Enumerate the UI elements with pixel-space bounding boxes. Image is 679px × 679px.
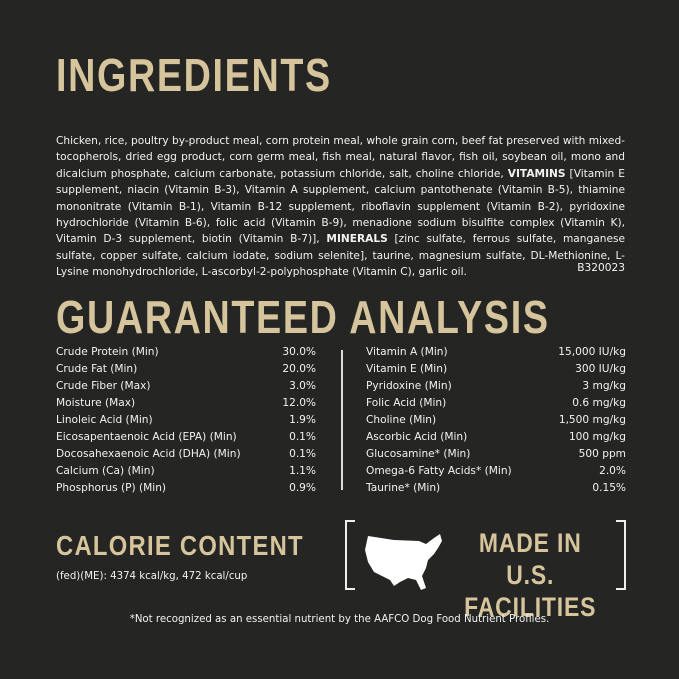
analysis-right-column: Vitamin A (Min) 15,000 IU/kg Vitamin E (Mi… [366,344,626,497]
ingredients-part: [zinc sulfate, ferrous sulfate, manganes… [56,233,626,279]
nutrient-label: Glucosamine* (Min) [366,448,471,460]
nutrient-label: Pyridoxine (Min) [366,380,452,392]
nutrient-label: Folic Acid (Min) [366,397,447,409]
calorie-text: (fed)(ME): 4374 kcal/kg, 472 kcal/cup [56,571,248,582]
nutrient-value: 12.0% [282,397,316,409]
analysis-row: Folic Acid (Min) 0.6 mg/kg [366,395,626,412]
footnote: *Not recognized as an essential nutrient… [129,614,550,625]
nutrient-label: Vitamin E (Min) [366,363,448,375]
nutrient-value: 0.15% [592,482,626,494]
nutrient-value: 0.1% [289,431,316,443]
nutrient-value: 500 ppm [578,448,626,460]
nutrient-label: Phosphorus (P) (Min) [56,482,167,494]
ingredients-text: Chicken, rice, poultry by-product meal, … [56,133,625,281]
nutrient-label: Moisture (Max) [56,397,136,409]
analysis-left-column: Crude Protein (Min) 30.0% Crude Fat (Min) 2… [56,344,316,497]
analysis-row: Choline (Min) 1,500 mg/kg [366,412,626,429]
nutrient-label: Eicosapentaenoic Acid (EPA) (Min) [56,431,237,443]
nutrient-label: Taurine* (Min) [366,482,441,494]
right-bracket [616,520,626,590]
product-code: B320023 [577,262,625,274]
nutrient-value: 1.9% [289,414,316,426]
analysis-row: Pyridoxine (Min) 3 mg/kg [366,378,626,395]
vitamins-label: VITAMINS [507,167,566,180]
made-in-usa-badge: MADE IN U.S. FACILITIES [458,527,603,623]
badge-line-2: FACILITIES [464,592,597,622]
nutrient-value: 1.1% [289,465,316,477]
nutrient-value: 2.0% [599,465,626,477]
nutrient-label: Crude Fiber (Max) [56,380,151,392]
column-divider [341,350,343,490]
nutrient-value: 1,500 mg/kg [558,414,626,426]
nutrient-value: 100 mg/kg [568,431,626,443]
nutrient-label: Crude Fat (Min) [56,363,138,375]
nutrient-label: Choline (Min) [366,414,437,426]
nutrient-value: 3 mg/kg [582,380,626,392]
analysis-row: Linoleic Acid (Min) 1.9% [56,412,316,429]
ingredients-part: [Vitamin E supplement, niacin (Vitamin B… [56,167,625,246]
usa-map-icon [365,534,442,590]
analysis-row: Glucosamine* (Min) 500 ppm [366,446,626,463]
ingredients-part: Chicken, rice, poultry by-product meal, … [56,135,625,180]
nutrient-label: Omega-6 Fatty Acids* (Min) [366,465,512,477]
analysis-row: Vitamin E (Min) 300 IU/kg [366,361,626,378]
analysis-row: Crude Fat (Min) 20.0% [56,361,316,378]
nutrient-value: 0.9% [289,482,316,494]
analysis-row: Crude Protein (Min) 30.0% [56,344,316,361]
analysis-row: Phosphorus (P) (Min) 0.9% [56,480,316,497]
nutrient-value: 30.0% [282,346,316,358]
analysis-row: Crude Fiber (Max) 3.0% [56,378,316,395]
analysis-row: Vitamin A (Min) 15,000 IU/kg [366,344,626,361]
analysis-row: Calcium (Ca) (Min) 1.1% [56,463,316,480]
nutrient-label: Vitamin A (Min) [366,346,448,358]
nutrient-value: 300 IU/kg [575,363,626,375]
nutrient-label: Docosahexaenoic Acid (DHA) (Min) [56,448,241,460]
analysis-title: GUARANTEED ANALYSIS [56,291,550,343]
nutrient-label: Calcium (Ca) (Min) [56,465,155,477]
nutrient-value: 0.6 mg/kg [572,397,626,409]
analysis-row: Taurine* (Min) 0.15% [366,480,626,497]
badge-line-1: MADE IN U.S. [478,528,582,590]
left-bracket [345,520,355,590]
nutrient-label: Linoleic Acid (Min) [56,414,153,426]
nutrient-value: 20.0% [282,363,316,375]
calorie-title: CALORIE CONTENT [56,530,304,561]
nutrient-value: 0.1% [289,448,316,460]
analysis-row: Docosahexaenoic Acid (DHA) (Min) 0.1% [56,446,316,463]
nutrient-value: 3.0% [289,380,316,392]
analysis-row: Moisture (Max) 12.0% [56,395,316,412]
analysis-row: Ascorbic Acid (Min) 100 mg/kg [366,429,626,446]
nutrient-label: Ascorbic Acid (Min) [366,431,468,443]
analysis-row: Omega-6 Fatty Acids* (Min) 2.0% [366,463,626,480]
minerals-label: MINERALS [326,233,388,246]
nutrient-value: 15,000 IU/kg [558,346,626,358]
analysis-row: Eicosapentaenoic Acid (EPA) (Min) 0.1% [56,429,316,446]
nutrient-label: Crude Protein (Min) [56,346,159,358]
ingredients-title: INGREDIENTS [56,49,332,101]
